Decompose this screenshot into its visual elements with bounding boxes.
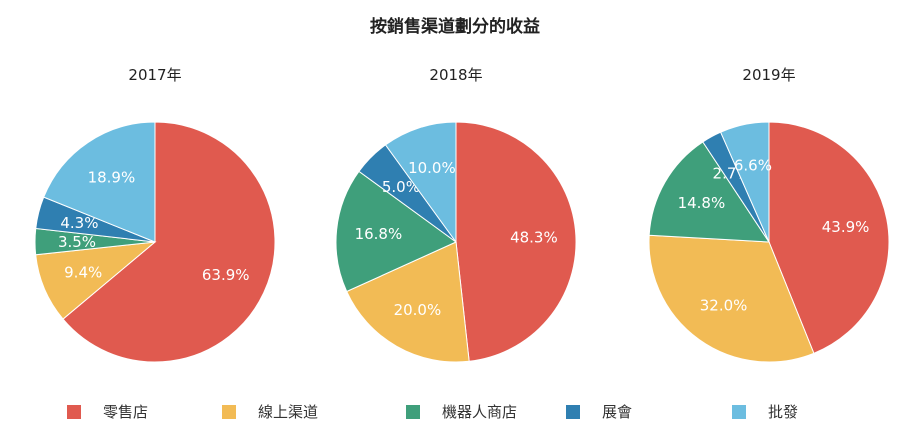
pie-slice: [43, 121, 156, 243]
pie-0: 2017年 63.9% 9.4% 3.5%4.3% 18.9%: [34, 66, 276, 363]
slice-label: 10.0%: [408, 159, 456, 177]
legend-swatch: [566, 405, 580, 419]
slice-label: 18.9%: [88, 168, 136, 186]
slice-label: 6.6%: [734, 157, 772, 175]
legend-label: 機器人商店: [442, 403, 517, 421]
pie-title: 2018年: [429, 66, 482, 84]
legend-item: 機器人商店: [406, 403, 517, 421]
pie-slice: [648, 141, 770, 243]
slice-label: 20.0%: [394, 301, 442, 319]
legend-label: 批發: [768, 403, 798, 421]
chart-title: 按銷售渠道劃分的收益: [370, 16, 540, 37]
slice-label: 43.9%: [822, 218, 870, 236]
pie-slice: [346, 241, 470, 363]
pie-title: 2017年: [128, 66, 181, 84]
legend-item: 零售店: [67, 403, 148, 421]
legend-label: 線上渠道: [258, 403, 318, 421]
pie-slice: [384, 121, 457, 244]
pie-title: 2019年: [742, 66, 795, 84]
legend-swatch: [732, 405, 746, 419]
legend-swatch: [222, 405, 236, 419]
pie-slice: [719, 121, 770, 243]
legend: 零售店 線上渠道 機器人商店 展會 批發: [67, 403, 798, 421]
slice-label: 63.9%: [202, 266, 250, 284]
legend-label: 零售店: [103, 403, 148, 421]
pie-slice: [335, 170, 457, 293]
slice-label: 5.0%: [382, 178, 420, 196]
slice-label: 16.8%: [355, 225, 403, 243]
slice-label: 14.8%: [678, 194, 726, 212]
pie-slice: [648, 234, 815, 363]
slice-label: 4.3%: [60, 214, 98, 232]
pie-slice: [62, 121, 276, 363]
legend-label: 展會: [602, 403, 632, 421]
pie-slice: [768, 121, 890, 354]
legend-item: 線上渠道: [222, 403, 318, 421]
legend-item: 展會: [566, 403, 632, 421]
pie-slice: [455, 121, 577, 362]
slice-label: 3.5%: [58, 233, 96, 251]
pie-1: 2018年 48.3% 20.0% 16.8% 5.0%10.0%: [335, 66, 577, 363]
pie-charts: 2017年 63.9% 9.4% 3.5%4.3% 18.9% 2018年 48.3% 20.…: [34, 66, 890, 363]
slice-label: 9.4%: [64, 264, 102, 282]
legend-swatch: [67, 405, 81, 419]
slice-label: 48.3%: [510, 229, 558, 247]
slice-label: 32.0%: [700, 296, 748, 314]
legend-item: 批發: [732, 403, 798, 421]
legend-swatch: [406, 405, 420, 419]
